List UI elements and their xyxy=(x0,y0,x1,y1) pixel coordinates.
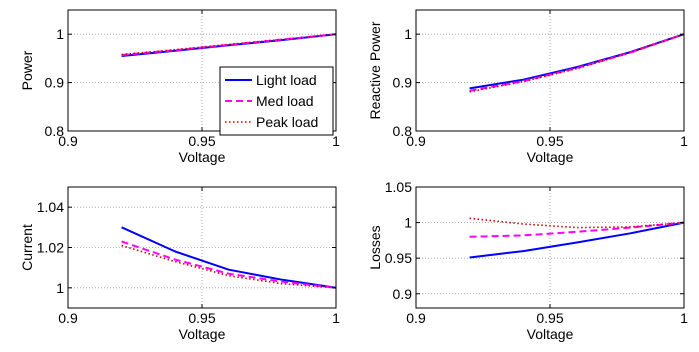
series-line-med-load xyxy=(121,33,337,56)
y-tick-label: 1 xyxy=(404,26,412,42)
y-axis-label: Reactive Power xyxy=(367,21,383,119)
y-tick-label: 0.8 xyxy=(45,123,65,139)
x-tick-label: 0.9 xyxy=(406,310,426,326)
series-line-light-load xyxy=(121,33,337,57)
y-tick-label: 1 xyxy=(56,26,64,42)
x-tick-label: 0.9 xyxy=(406,133,426,149)
y-tick-label: 0.9 xyxy=(393,75,413,91)
x-tick-label: 0.95 xyxy=(188,310,215,326)
y-tick-label: 0.9 xyxy=(393,286,413,302)
y-tick-label: 0.8 xyxy=(393,123,413,139)
x-tick-label: 0.95 xyxy=(536,310,563,326)
series-line-peak-load xyxy=(469,33,685,93)
x-tick-label: 0.95 xyxy=(536,133,563,149)
y-axis-label: Power xyxy=(19,50,35,90)
x-tick-label: 0.9 xyxy=(58,133,78,149)
y-tick-label: 1.02 xyxy=(37,240,64,256)
legend: Light load Med load Peak load xyxy=(219,66,334,136)
y-tick-label: 1.04 xyxy=(37,199,64,215)
y-tick-label: 0.9 xyxy=(45,75,65,91)
y-tick-label: 1.05 xyxy=(385,179,412,195)
x-tick-label: 1 xyxy=(680,310,688,326)
series-line-peak-load xyxy=(121,244,337,289)
subplot-current: 0.9 0.95 1 1 1.02 1.04 Voltage Current xyxy=(19,186,340,342)
x-axis-label: Voltage xyxy=(179,326,226,342)
legend-label-med-load: Med load xyxy=(256,93,314,109)
series-line-light-load xyxy=(469,33,685,90)
x-axis-label: Voltage xyxy=(527,149,574,165)
series-line-light-load xyxy=(121,226,337,289)
legend-label-peak-load: Peak load xyxy=(256,114,318,130)
x-tick-label: 0.95 xyxy=(188,133,215,149)
x-tick-label: 1 xyxy=(680,133,688,149)
y-tick-label: 1 xyxy=(404,215,412,231)
subplot-losses: 0.9 0.95 1 0.9 0.95 1 1.05 Voltage Losses xyxy=(367,179,688,342)
y-axis-label: Losses xyxy=(367,225,383,269)
x-tick-label: 1 xyxy=(332,310,340,326)
y-axis-label: Current xyxy=(19,224,35,271)
series-line-med-load xyxy=(469,221,685,238)
x-axis-label: Voltage xyxy=(179,149,226,165)
y-tick-label: 0.95 xyxy=(385,250,412,266)
series-line-med-load xyxy=(121,240,337,289)
legend-label-light-load: Light load xyxy=(256,72,317,88)
x-tick-label: 0.9 xyxy=(58,310,78,326)
x-tick-label: 1 xyxy=(332,133,340,149)
x-axis-label: Voltage xyxy=(527,326,574,342)
y-tick-label: 1 xyxy=(56,280,64,296)
series-line-light-load xyxy=(469,221,685,259)
